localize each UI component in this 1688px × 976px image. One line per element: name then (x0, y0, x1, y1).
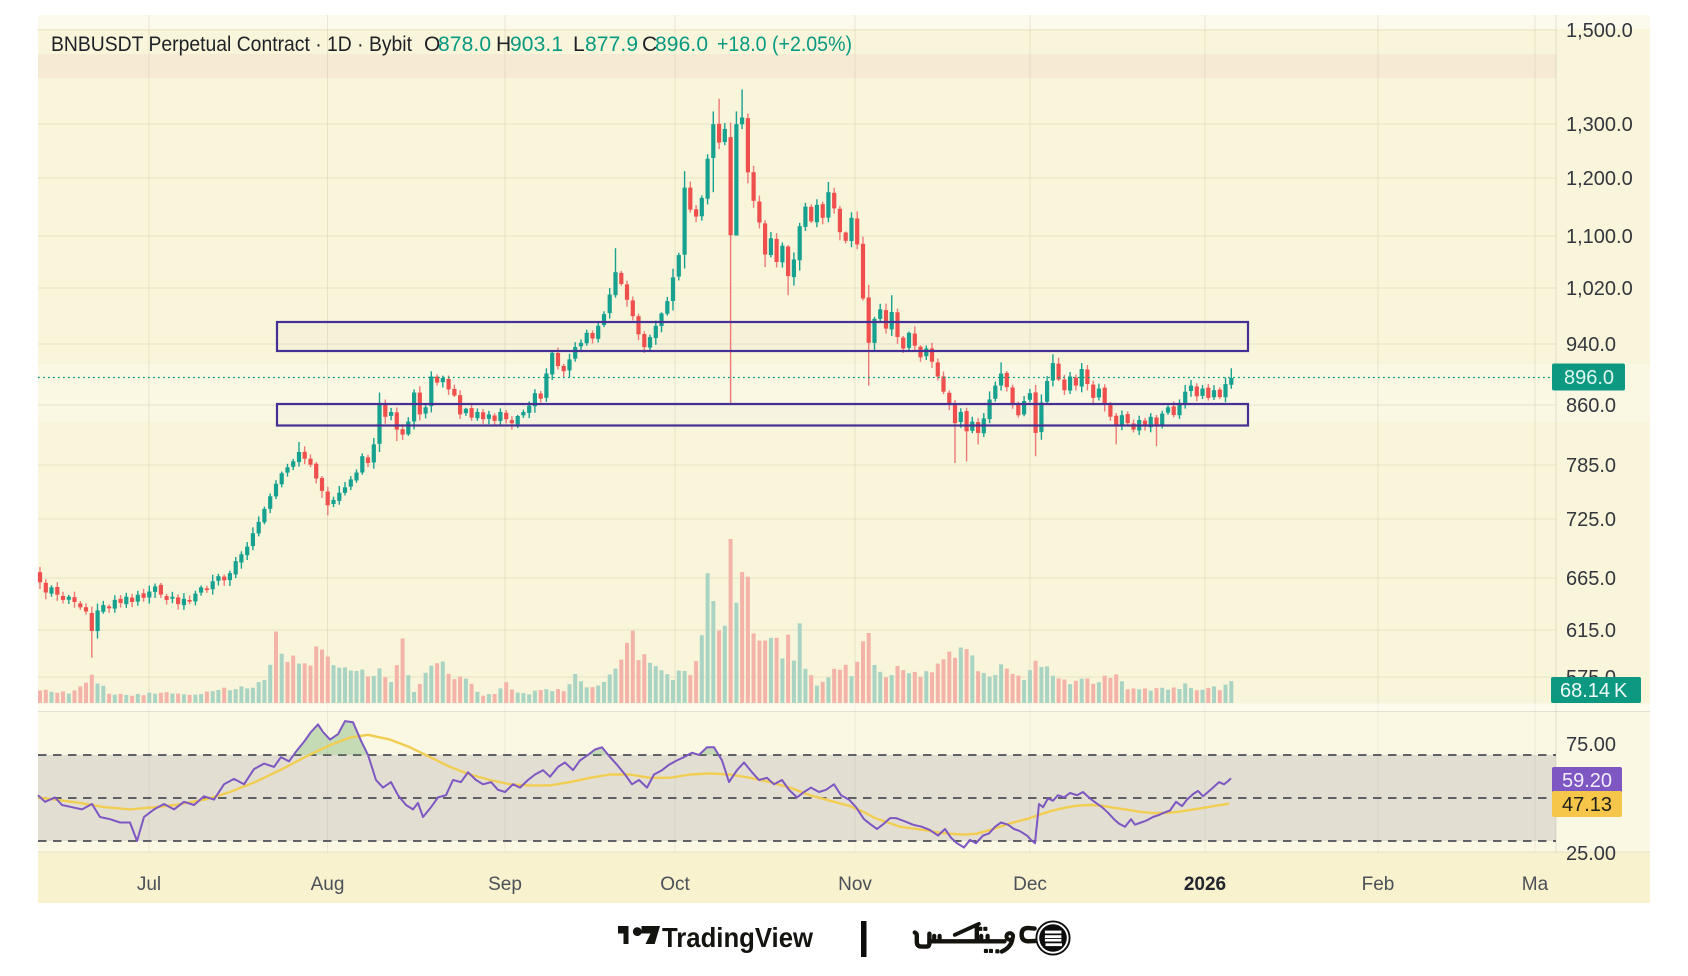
svg-text:615.0: 615.0 (1566, 620, 1616, 642)
svg-text:Sep: Sep (488, 874, 522, 895)
svg-text:Jul: Jul (137, 874, 161, 895)
svg-text:725.0: 725.0 (1566, 509, 1616, 531)
svg-text:940.0: 940.0 (1566, 334, 1616, 356)
svg-text:Dec: Dec (1013, 874, 1047, 895)
svg-text:Ma: Ma (1522, 874, 1549, 895)
svg-text:665.0: 665.0 (1566, 568, 1616, 590)
svg-text:75.00: 75.00 (1566, 734, 1616, 756)
svg-text:1,200.0: 1,200.0 (1566, 168, 1633, 190)
svg-text:59.20: 59.20 (1562, 770, 1612, 792)
svg-text:1,100.0: 1,100.0 (1566, 226, 1633, 248)
svg-text:Feb: Feb (1362, 874, 1395, 895)
svg-text:TradingView: TradingView (662, 922, 814, 953)
svg-text:785.0: 785.0 (1566, 455, 1616, 477)
svg-text:896.0: 896.0 (1564, 367, 1614, 389)
svg-text:2026: 2026 (1184, 874, 1226, 895)
svg-text:Aug: Aug (311, 874, 345, 895)
svg-text:68.14 K: 68.14 K (1560, 680, 1628, 702)
svg-text:Nov: Nov (838, 874, 872, 895)
svg-text:BNBUSDT Perpetual Contract · 1: BNBUSDT Perpetual Contract · 1D · Bybit O… (51, 33, 852, 56)
svg-text:860.0: 860.0 (1566, 395, 1616, 417)
svg-text:1,020.0: 1,020.0 (1566, 278, 1633, 300)
svg-text:1,300.0: 1,300.0 (1566, 114, 1633, 136)
svg-text:1,500.0: 1,500.0 (1566, 20, 1633, 42)
svg-text:47.13: 47.13 (1562, 794, 1612, 816)
svg-text:25.00: 25.00 (1566, 843, 1616, 865)
svg-text:Oct: Oct (660, 874, 690, 895)
